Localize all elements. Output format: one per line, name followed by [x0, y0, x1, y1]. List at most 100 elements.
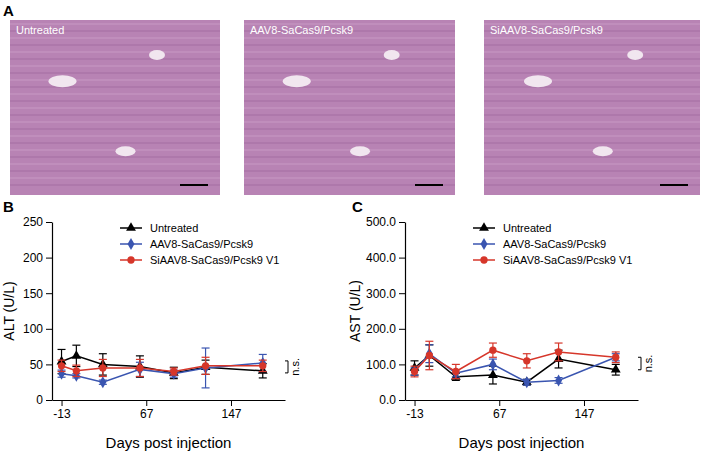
- image-texture: [10, 142, 220, 144]
- data-point: [489, 358, 496, 370]
- error-bar-cap: [202, 374, 210, 375]
- error-bar-cap: [612, 374, 620, 375]
- error-bar-cap: [136, 376, 144, 377]
- legend-label: AAV8-SaCas9/Pcsk9: [150, 238, 253, 250]
- legend-label: Untreated: [503, 222, 551, 234]
- image-texture: [10, 100, 220, 102]
- x-tick: -13: [406, 400, 424, 421]
- image-texture: [10, 58, 220, 60]
- legend-item: Untreated: [120, 222, 198, 234]
- data-point: [489, 347, 496, 354]
- y-tick: 400.0: [366, 251, 405, 265]
- y-tick-mark: [46, 400, 52, 401]
- error-bar: [411, 366, 419, 377]
- image-background: [484, 20, 700, 195]
- error-bar-cap: [170, 367, 178, 368]
- image-texture: [244, 44, 455, 46]
- data-point: [58, 362, 65, 369]
- error-bar: [425, 341, 433, 369]
- y-tick-mark: [46, 293, 52, 294]
- data-point: [426, 352, 433, 359]
- legend-marker: [127, 256, 134, 263]
- data-point: [611, 364, 621, 373]
- y-tick: 200: [23, 251, 52, 265]
- error-bar-cap: [99, 359, 107, 360]
- y-tick: 100.0: [366, 358, 405, 372]
- data-point: [99, 376, 106, 388]
- y-tick-label: 100: [23, 322, 43, 336]
- image-texture: [484, 128, 700, 130]
- y-axis: 0.0100.0200.0300.0400.0500.0: [366, 215, 406, 407]
- image-label: SiAAV8-SaCas9/Pcsk9: [490, 24, 603, 36]
- data-point: [99, 364, 106, 371]
- legend-marker: [126, 222, 136, 231]
- image-texture: [244, 177, 455, 179]
- image-label: Untreated: [16, 24, 64, 36]
- error-bar-cap: [136, 359, 144, 360]
- data-point: [612, 351, 619, 363]
- image-texture: [244, 128, 455, 130]
- scale-bar: [415, 184, 443, 186]
- data-point: [259, 362, 266, 369]
- series-line: [415, 354, 616, 382]
- image-texture: [244, 121, 455, 123]
- x-axis-line: [53, 400, 286, 401]
- y-tick-mark: [399, 222, 405, 223]
- scale-bar: [180, 184, 208, 186]
- error-bar-cap: [72, 345, 80, 346]
- x-axis: -1367147: [406, 400, 639, 421]
- y-tick-mark: [399, 364, 405, 365]
- image-texture: [484, 65, 700, 67]
- error-bar: [612, 364, 620, 375]
- legend: UntreatedAAV8-SaCas9/Pcsk9SiAAV8-SaCas9/…: [120, 222, 279, 266]
- image-texture: [10, 51, 220, 53]
- data-point: [555, 348, 562, 355]
- error-bar-cap: [523, 367, 531, 368]
- error-bar-stem: [61, 349, 62, 373]
- image-texture: [244, 135, 455, 137]
- image-texture: [484, 100, 700, 102]
- image-texture: [484, 86, 700, 88]
- y-tick-label: 0: [36, 393, 43, 407]
- annotation: n.s.: [638, 355, 654, 373]
- error-bar: [555, 343, 563, 361]
- image-texture: [10, 135, 220, 137]
- y-axis-line: [52, 223, 53, 401]
- error-bar-cap: [555, 367, 563, 368]
- y-tick: 500.0: [366, 215, 405, 229]
- legend-label: Untreated: [150, 222, 198, 234]
- image-texture: [484, 37, 700, 39]
- image-texture: [484, 72, 700, 74]
- image-texture: [244, 37, 455, 39]
- x-tick: 67: [493, 400, 507, 421]
- error-bar-cap: [452, 378, 460, 379]
- error-bar-cap: [489, 357, 497, 358]
- x-tick-label: 67: [140, 407, 154, 421]
- image-texture: [10, 177, 220, 179]
- y-tick-mark: [399, 329, 405, 330]
- error-bar: [259, 360, 267, 371]
- x-tick-label: 67: [493, 407, 507, 421]
- error-bar: [72, 345, 80, 366]
- x-tick: -13: [53, 400, 71, 421]
- error-bar: [170, 368, 178, 375]
- legend-item: Untreated: [473, 222, 551, 234]
- data-point: [612, 354, 619, 361]
- error-bar-cap: [72, 365, 80, 366]
- legend-marker: [480, 256, 487, 263]
- image-texture: [244, 156, 455, 158]
- annotation-text: n.s.: [642, 355, 654, 373]
- legend-item: AAV8-SaCas9/Pcsk9: [120, 238, 253, 250]
- image-lumen: [49, 75, 77, 87]
- image-texture: [10, 163, 220, 165]
- image-texture: [244, 163, 455, 165]
- error-bar-cap: [136, 376, 144, 377]
- plot-area: [410, 341, 621, 388]
- chart: B-1367147050100150200250Days post inject…: [1, 198, 301, 451]
- error-bar-cap: [452, 380, 460, 381]
- error-bar: [489, 359, 497, 370]
- y-axis-title: ALT (U/L): [1, 281, 17, 340]
- legend-marker: [128, 238, 135, 250]
- image-texture: [10, 86, 220, 88]
- legend-marker: [481, 238, 488, 250]
